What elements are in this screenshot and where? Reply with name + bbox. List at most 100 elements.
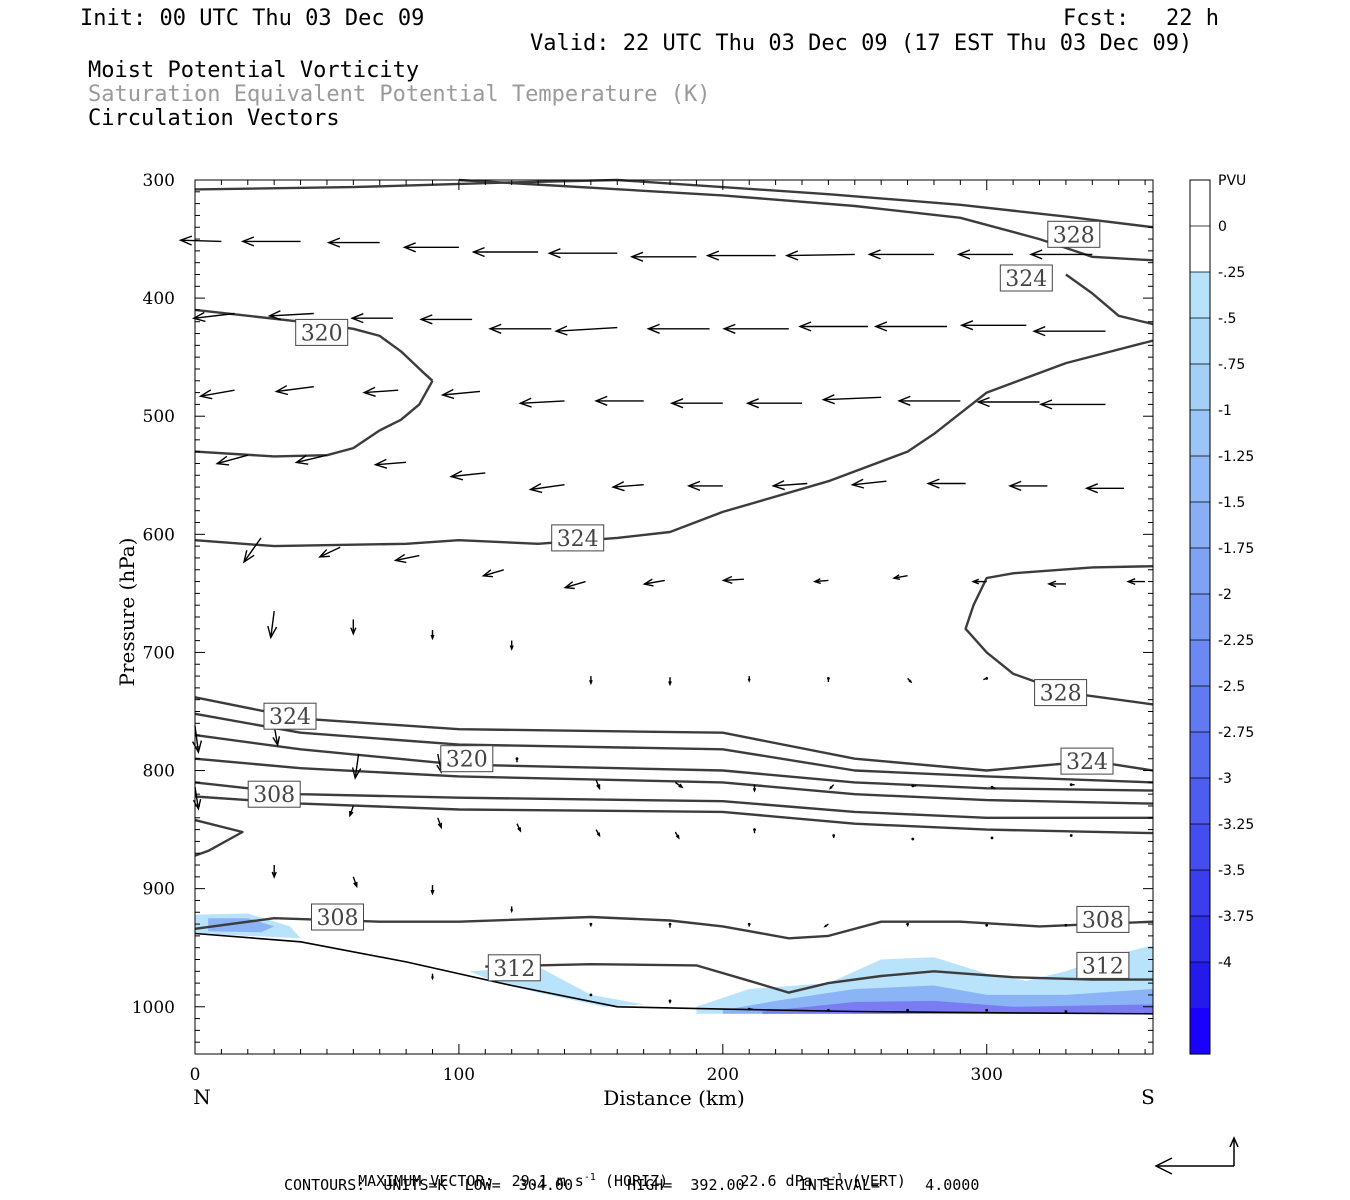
contour-label-box xyxy=(311,903,364,931)
contour-label-text: 312 xyxy=(493,957,535,982)
contour-label-text: 308 xyxy=(317,906,359,931)
circulation-vector xyxy=(611,481,644,492)
y-axis-title: Pressure (hPa) xyxy=(115,538,139,687)
vector-dot xyxy=(985,1008,989,1012)
max-vector-prefix: MAXIMUM VECTOR: xyxy=(358,1172,494,1190)
x-tick-label: 0 xyxy=(190,1065,201,1085)
vector-head xyxy=(518,397,532,408)
circulation-vector xyxy=(668,922,672,928)
contour-label: 308 xyxy=(247,780,301,808)
circulation-vector xyxy=(178,235,222,246)
vector-head xyxy=(563,581,575,590)
vector-dot xyxy=(515,757,519,761)
circulation-vector xyxy=(1084,483,1124,494)
circulation-vector xyxy=(668,999,672,1004)
field-title-vectors: Circulation Vectors xyxy=(88,106,340,131)
valid-time: Valid: 22 UTC Thu 03 Dec 09 (17 EST Thu … xyxy=(530,31,1193,56)
vector-head xyxy=(481,569,493,578)
field-title-mpv: Moist Potential Vorticity xyxy=(88,58,420,83)
x-axis-south-label: S xyxy=(1141,1085,1155,1109)
vector-head xyxy=(812,578,821,585)
contour-label: 308 xyxy=(1076,905,1130,933)
vector-head xyxy=(274,385,289,396)
circulation-vector xyxy=(1008,480,1048,492)
vector-head xyxy=(440,388,455,400)
colorbar-swatch xyxy=(1190,916,1210,963)
vector-head xyxy=(430,634,435,641)
vector-shaft xyxy=(243,537,262,563)
init-time: Init: 00 UTC Thu 03 Dec 09 xyxy=(80,6,425,31)
vector-shaft xyxy=(319,546,341,558)
contour-label-text: 324 xyxy=(1066,750,1108,775)
y-tick-label: 900 xyxy=(143,880,175,900)
vector-shaft xyxy=(276,386,314,393)
vector-dot xyxy=(1069,783,1073,787)
vector-head xyxy=(353,881,358,889)
circulation-vector xyxy=(956,249,1014,260)
vector-head xyxy=(240,236,255,247)
circulation-vector xyxy=(971,578,987,585)
vector-head xyxy=(393,553,407,564)
circulation-vector xyxy=(271,865,277,879)
contour-label: 320 xyxy=(295,318,349,346)
vector-shaft xyxy=(520,400,565,404)
colorbar-swatch xyxy=(1190,548,1210,595)
circulation-vector xyxy=(771,480,808,491)
circulation-vector xyxy=(515,757,519,763)
circulation-vector xyxy=(518,397,565,408)
colorbar-label: -.75 xyxy=(1218,357,1245,373)
colorbar-swatch xyxy=(1190,318,1210,365)
circulation-vector-layer xyxy=(178,235,1146,1013)
circulation-vector xyxy=(747,1007,753,1011)
vector-head xyxy=(1084,483,1098,494)
terrain-layer xyxy=(194,932,1154,1015)
vector-head xyxy=(509,645,514,651)
y-tick-label: 800 xyxy=(143,762,175,782)
vector-dot xyxy=(1069,834,1073,837)
contour-label: 324 xyxy=(263,702,317,730)
contour-label-box xyxy=(1076,905,1130,933)
circulation-vector xyxy=(669,398,723,409)
vector-head xyxy=(271,871,277,879)
vector-head xyxy=(1008,480,1022,492)
vector-head xyxy=(326,237,341,248)
colorbar-label: -3.25 xyxy=(1218,817,1254,833)
circulation-vector xyxy=(906,922,909,927)
vector-dot xyxy=(990,785,994,789)
theta-e-contour xyxy=(1065,273,1154,326)
vector-dot xyxy=(911,784,915,788)
theta-e-contour xyxy=(194,757,1154,805)
pv-shade-region xyxy=(762,1000,1153,1014)
circulation-vector xyxy=(198,389,235,400)
theta-e-contour xyxy=(458,178,1154,262)
vector-dot xyxy=(747,922,751,926)
vector-dot xyxy=(1064,1010,1068,1013)
max-vector-vert-tag: (VERT) xyxy=(851,1172,906,1190)
circulation-vector xyxy=(509,640,514,651)
vector-head xyxy=(745,398,759,409)
colorbar-label: -2.75 xyxy=(1218,725,1254,741)
contour-label: 324 xyxy=(999,264,1053,292)
vector-shaft xyxy=(823,396,882,401)
circulation-vector xyxy=(985,923,989,927)
vector-head xyxy=(554,325,568,336)
vector-shaft xyxy=(194,725,200,753)
circulation-vector xyxy=(959,320,1027,331)
theta-e-contour xyxy=(194,712,1154,784)
circulation-vector xyxy=(430,885,435,896)
vector-shaft xyxy=(814,579,829,583)
circulation-vector xyxy=(349,805,354,818)
vector-head xyxy=(752,787,757,793)
vector-dot xyxy=(906,922,909,926)
vector-dot xyxy=(1064,923,1068,927)
colorbar-swatch xyxy=(1190,1008,1210,1055)
circulation-vector xyxy=(976,396,1040,408)
x-tick-label: 100 xyxy=(443,1065,475,1085)
vector-head xyxy=(350,313,364,324)
circulation-vector xyxy=(351,753,362,780)
colorbar-label: -2.5 xyxy=(1218,679,1245,695)
vector-head xyxy=(547,248,561,259)
colorbar-swatch xyxy=(1190,180,1210,227)
circulation-vector xyxy=(563,580,586,590)
vector-dot xyxy=(589,993,593,997)
